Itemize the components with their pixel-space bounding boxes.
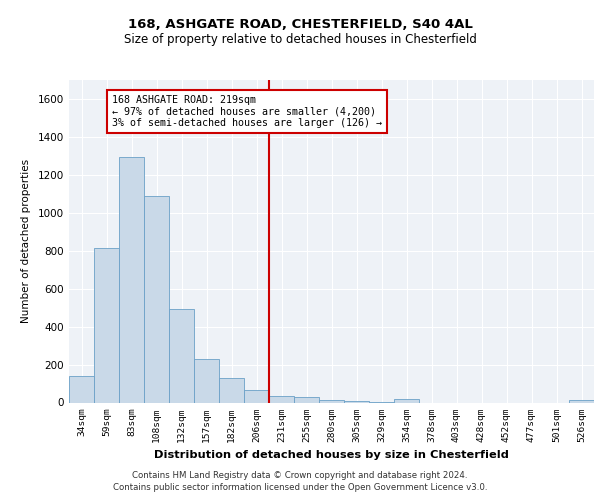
Y-axis label: Number of detached properties: Number of detached properties <box>21 159 31 324</box>
Bar <box>169 308 194 402</box>
Bar <box>394 399 419 402</box>
Bar <box>269 396 294 402</box>
Bar <box>69 376 94 402</box>
Bar <box>219 378 244 402</box>
Text: 168, ASHGATE ROAD, CHESTERFIELD, S40 4AL: 168, ASHGATE ROAD, CHESTERFIELD, S40 4AL <box>128 18 472 30</box>
X-axis label: Distribution of detached houses by size in Chesterfield: Distribution of detached houses by size … <box>154 450 509 460</box>
Text: Size of property relative to detached houses in Chesterfield: Size of property relative to detached ho… <box>124 32 476 46</box>
Bar <box>119 157 144 402</box>
Bar <box>94 248 119 402</box>
Bar <box>344 400 369 402</box>
Text: Contains public sector information licensed under the Open Government Licence v3: Contains public sector information licen… <box>113 483 487 492</box>
Bar <box>319 400 344 402</box>
Bar <box>294 397 319 402</box>
Text: 168 ASHGATE ROAD: 219sqm
← 97% of detached houses are smaller (4,200)
3% of semi: 168 ASHGATE ROAD: 219sqm ← 97% of detach… <box>112 95 382 128</box>
Text: Contains HM Land Registry data © Crown copyright and database right 2024.: Contains HM Land Registry data © Crown c… <box>132 472 468 480</box>
Bar <box>569 400 594 402</box>
Bar <box>244 390 269 402</box>
Bar <box>194 359 219 403</box>
Bar <box>144 196 169 402</box>
